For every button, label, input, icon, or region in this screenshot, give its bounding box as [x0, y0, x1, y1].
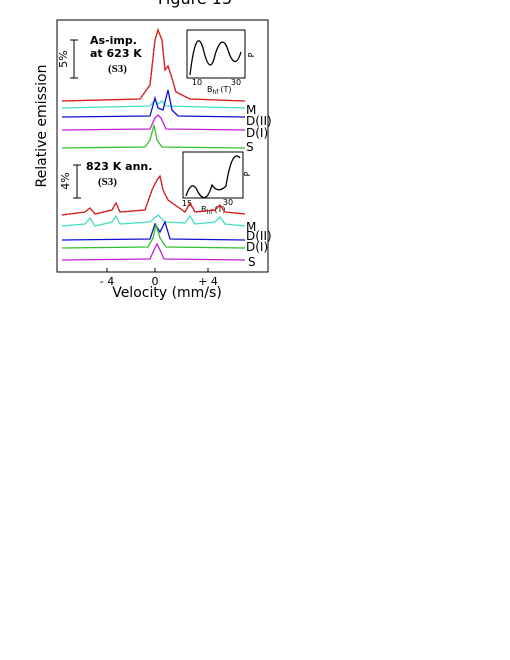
label-part: (T)	[220, 85, 231, 94]
component-label: D(II)	[246, 229, 272, 243]
label-part: B	[207, 85, 213, 94]
panel-label: As-imp.	[90, 34, 137, 47]
x-tick-label: 0	[152, 275, 159, 288]
inset-curve	[185, 155, 241, 199]
plot-frame	[56, 19, 269, 273]
inset-x-label: Bhf (T)	[201, 205, 226, 216]
inset-frame	[186, 29, 246, 79]
inset-frame	[182, 151, 244, 199]
inset-tick: 30	[223, 198, 233, 207]
component-m	[61, 214, 246, 227]
panel-label: 823 K ann.	[86, 160, 152, 173]
label-part: B	[201, 205, 207, 214]
inset-tick: 10	[192, 78, 202, 87]
lower-panel: 823 K ann. (S3) 4% 15 30 Bhf (T) P M D(II…	[59, 151, 272, 269]
component-m	[61, 98, 246, 109]
inset-curve	[189, 40, 242, 76]
component-s	[61, 124, 246, 149]
component-label: S	[246, 140, 254, 154]
x-axis-label: Velocity (mm/s)	[112, 285, 222, 301]
scale-bar	[73, 164, 81, 199]
x-tick-label: - 4	[100, 275, 114, 288]
component-label: D(II)	[246, 114, 272, 128]
component-label: M	[246, 220, 256, 234]
panel-label: at 623 K	[90, 47, 142, 60]
inset-x-label: Bhf (T)	[207, 85, 232, 96]
fit-curve	[61, 174, 246, 216]
inset-y-label: P	[247, 52, 256, 57]
inset-tick: 30	[231, 78, 241, 87]
x-tick-label: + 4	[198, 275, 218, 288]
panel-label: (S3)	[108, 63, 127, 75]
component-label: D(I)	[246, 240, 268, 254]
component-d2	[61, 89, 246, 118]
component-label: D(I)	[246, 126, 268, 140]
component-d2	[61, 220, 246, 241]
fit-curve	[61, 28, 246, 102]
scale-bar	[70, 39, 78, 79]
label-part: hf	[213, 89, 220, 96]
x-ticks: - 4 0 + 4	[100, 268, 218, 288]
scale-label: 5%	[57, 50, 70, 67]
component-label: M	[246, 103, 256, 117]
label-part: (T)	[214, 205, 225, 214]
label-part: hf	[207, 209, 214, 216]
component-s	[61, 242, 246, 261]
y-axis-label: Relative emission	[34, 65, 50, 188]
panel-label: (S3)	[98, 176, 117, 188]
component-d1	[61, 114, 246, 131]
inset-tick: 15	[182, 199, 192, 208]
component-label: S	[248, 255, 256, 269]
inset-y-label: P	[243, 171, 252, 176]
component-d1	[61, 222, 246, 249]
figure-title: Figure 15	[158, 0, 232, 8]
scale-label: 4%	[59, 172, 72, 189]
upper-panel: As-imp. at 623 K (S3) 5% 10 30 Bhf (T) P …	[57, 28, 272, 154]
